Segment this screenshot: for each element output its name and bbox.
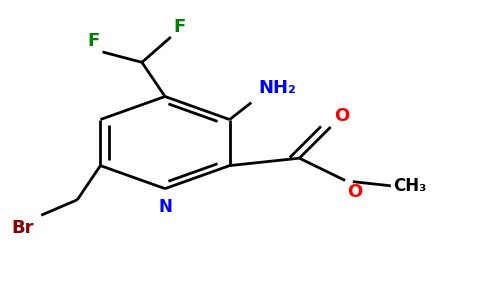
Text: Br: Br xyxy=(12,219,34,237)
Text: F: F xyxy=(88,32,100,50)
Text: NH₂: NH₂ xyxy=(258,79,296,97)
Text: N: N xyxy=(158,198,172,216)
Text: O: O xyxy=(334,106,350,124)
Text: CH₃: CH₃ xyxy=(393,177,426,195)
Text: F: F xyxy=(173,18,185,36)
Text: O: O xyxy=(348,183,363,201)
